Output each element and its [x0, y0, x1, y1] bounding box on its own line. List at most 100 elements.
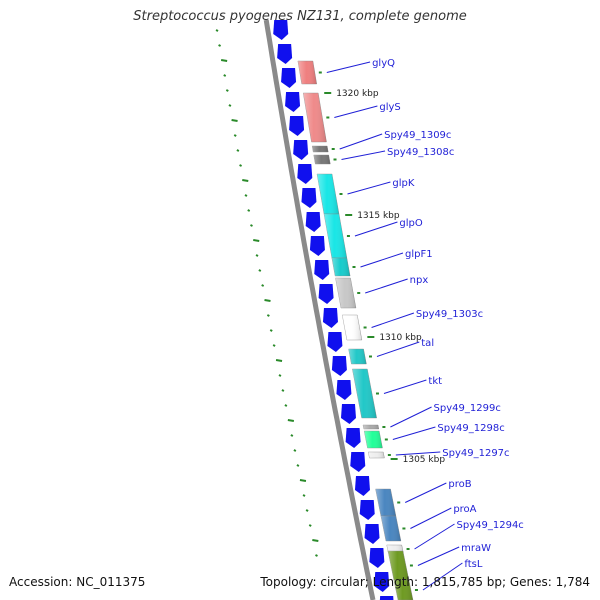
tick-mark: [231, 119, 238, 122]
gene-label: glpF1: [405, 249, 433, 260]
gene-label: Spy49_1298c: [437, 423, 504, 434]
gene-leader-line: [360, 252, 404, 268]
tick-mark: [236, 149, 240, 152]
tick-mark: [266, 314, 270, 317]
gene-leader-line: [383, 379, 427, 394]
tick-mark: [261, 284, 265, 287]
tick-mark: [278, 374, 282, 377]
accession-text: Accession: NC_011375: [9, 575, 146, 589]
tick-mark: [315, 554, 318, 557]
strand-arrow: [314, 260, 330, 280]
gene-leader-line: [410, 507, 452, 529]
gene-leader-line: [339, 133, 383, 150]
strand-arrow: [273, 20, 289, 40]
strand-arrow: [309, 236, 325, 256]
gene-block-shade: [352, 369, 377, 418]
strand-arrow: [374, 572, 390, 592]
gene-block-shade: [335, 278, 356, 308]
tick-mark: [287, 419, 295, 422]
genome-summary-text: Topology: circular; Length: 1,815,785 bp…: [260, 575, 590, 589]
strand-arrow: [364, 524, 380, 544]
strand-arrow: [369, 548, 385, 568]
scale-label: 1310 kbp: [379, 333, 422, 343]
gene-block-shade: [303, 93, 327, 142]
strand-arrow: [359, 500, 375, 520]
gene-leader-line: [341, 150, 386, 160]
scale-labels: 1320 kbp 1315 kbp 1310 kbp 1305 kbp: [324, 89, 445, 465]
tick-mark: [302, 494, 306, 497]
tick-mark: [284, 404, 288, 407]
tick-mark: [220, 59, 228, 62]
tick-mark: [312, 539, 319, 542]
tick-mark: [239, 164, 243, 167]
gene-label: glpO: [399, 218, 422, 229]
strand-arrow: [354, 476, 370, 496]
gene-leader-line: [347, 181, 391, 195]
gene-blocks: [297, 60, 418, 600]
gene-block-shade: [364, 431, 383, 448]
tick-mark: [247, 209, 251, 212]
strand-arrow: [350, 452, 366, 472]
gene-leader-line: [371, 312, 415, 328]
gene-leader-line: [422, 562, 463, 591]
gene-label: Spy49_1308c: [387, 147, 454, 158]
gene-leader-line: [417, 546, 460, 566]
gene-label: glpK: [392, 178, 414, 189]
tick-mark: [290, 434, 294, 437]
gene-leader-line: [405, 482, 447, 503]
gene-label: tkt: [428, 376, 442, 387]
gene-block-shade: [317, 174, 340, 214]
gene-block-shade: [368, 452, 385, 458]
tick-mark: [305, 509, 309, 512]
gene-label: tal: [421, 338, 434, 349]
gene-label: proB: [448, 479, 471, 490]
gene-leader-line: [414, 523, 455, 550]
gene-label: mraW: [461, 543, 491, 554]
tick-mark: [264, 299, 271, 302]
strand-arrows: [273, 20, 394, 600]
gene-block-shade: [313, 155, 331, 164]
gene-leader-line: [390, 406, 432, 428]
gene-label: glyS: [379, 102, 400, 113]
gene-label: npx: [410, 275, 429, 286]
tick-mark: [275, 359, 283, 362]
tick-mark: [253, 239, 260, 242]
gene-leader-line: [392, 426, 436, 440]
strand-arrow: [340, 404, 356, 424]
strand-arrow: [345, 428, 361, 448]
tick-mark: [281, 389, 285, 392]
scale-label: 1320 kbp: [336, 89, 379, 99]
strand-arrow: [293, 140, 309, 160]
tick-mark: [244, 194, 248, 197]
tick-mark: [255, 254, 259, 257]
tick-mark: [293, 449, 297, 452]
gene-label: Spy49_1309c: [384, 130, 451, 141]
genome-backbone: [263, 19, 376, 600]
gene-block-shade: [363, 425, 379, 429]
gene-labels: glyQ glyS Spy49_1309c Spy49_1308c glpK glpO gl…: [326, 58, 524, 591]
gene-block-shade: [393, 580, 413, 600]
strand-arrow: [277, 44, 293, 64]
genome-title: Streptococcus pyogenes NZ131, complete g…: [133, 9, 467, 24]
gene-label: Spy49_1303c: [416, 309, 483, 320]
gene-label: glyQ: [372, 58, 395, 69]
strand-arrow: [301, 188, 317, 208]
gene-label: Spy49_1297c: [442, 448, 509, 459]
tick-mark: [269, 329, 273, 332]
scale-label: 1315 kbp: [357, 211, 400, 221]
gene-block-shade: [375, 489, 396, 516]
tick-mark: [308, 524, 312, 527]
tick-mark: [250, 224, 253, 227]
tick-mark: [242, 179, 249, 182]
gene-leader-line: [376, 341, 420, 357]
tick-mark: [225, 89, 229, 92]
gene-block-shade: [297, 61, 317, 84]
gene-block-shade: [312, 146, 329, 152]
gene-block-shade: [348, 349, 367, 364]
gene-block-shade: [324, 214, 347, 258]
tick-marks: [215, 29, 319, 557]
tick-mark: [296, 464, 300, 467]
tick-mark: [215, 29, 219, 32]
strand-arrow: [281, 68, 297, 88]
